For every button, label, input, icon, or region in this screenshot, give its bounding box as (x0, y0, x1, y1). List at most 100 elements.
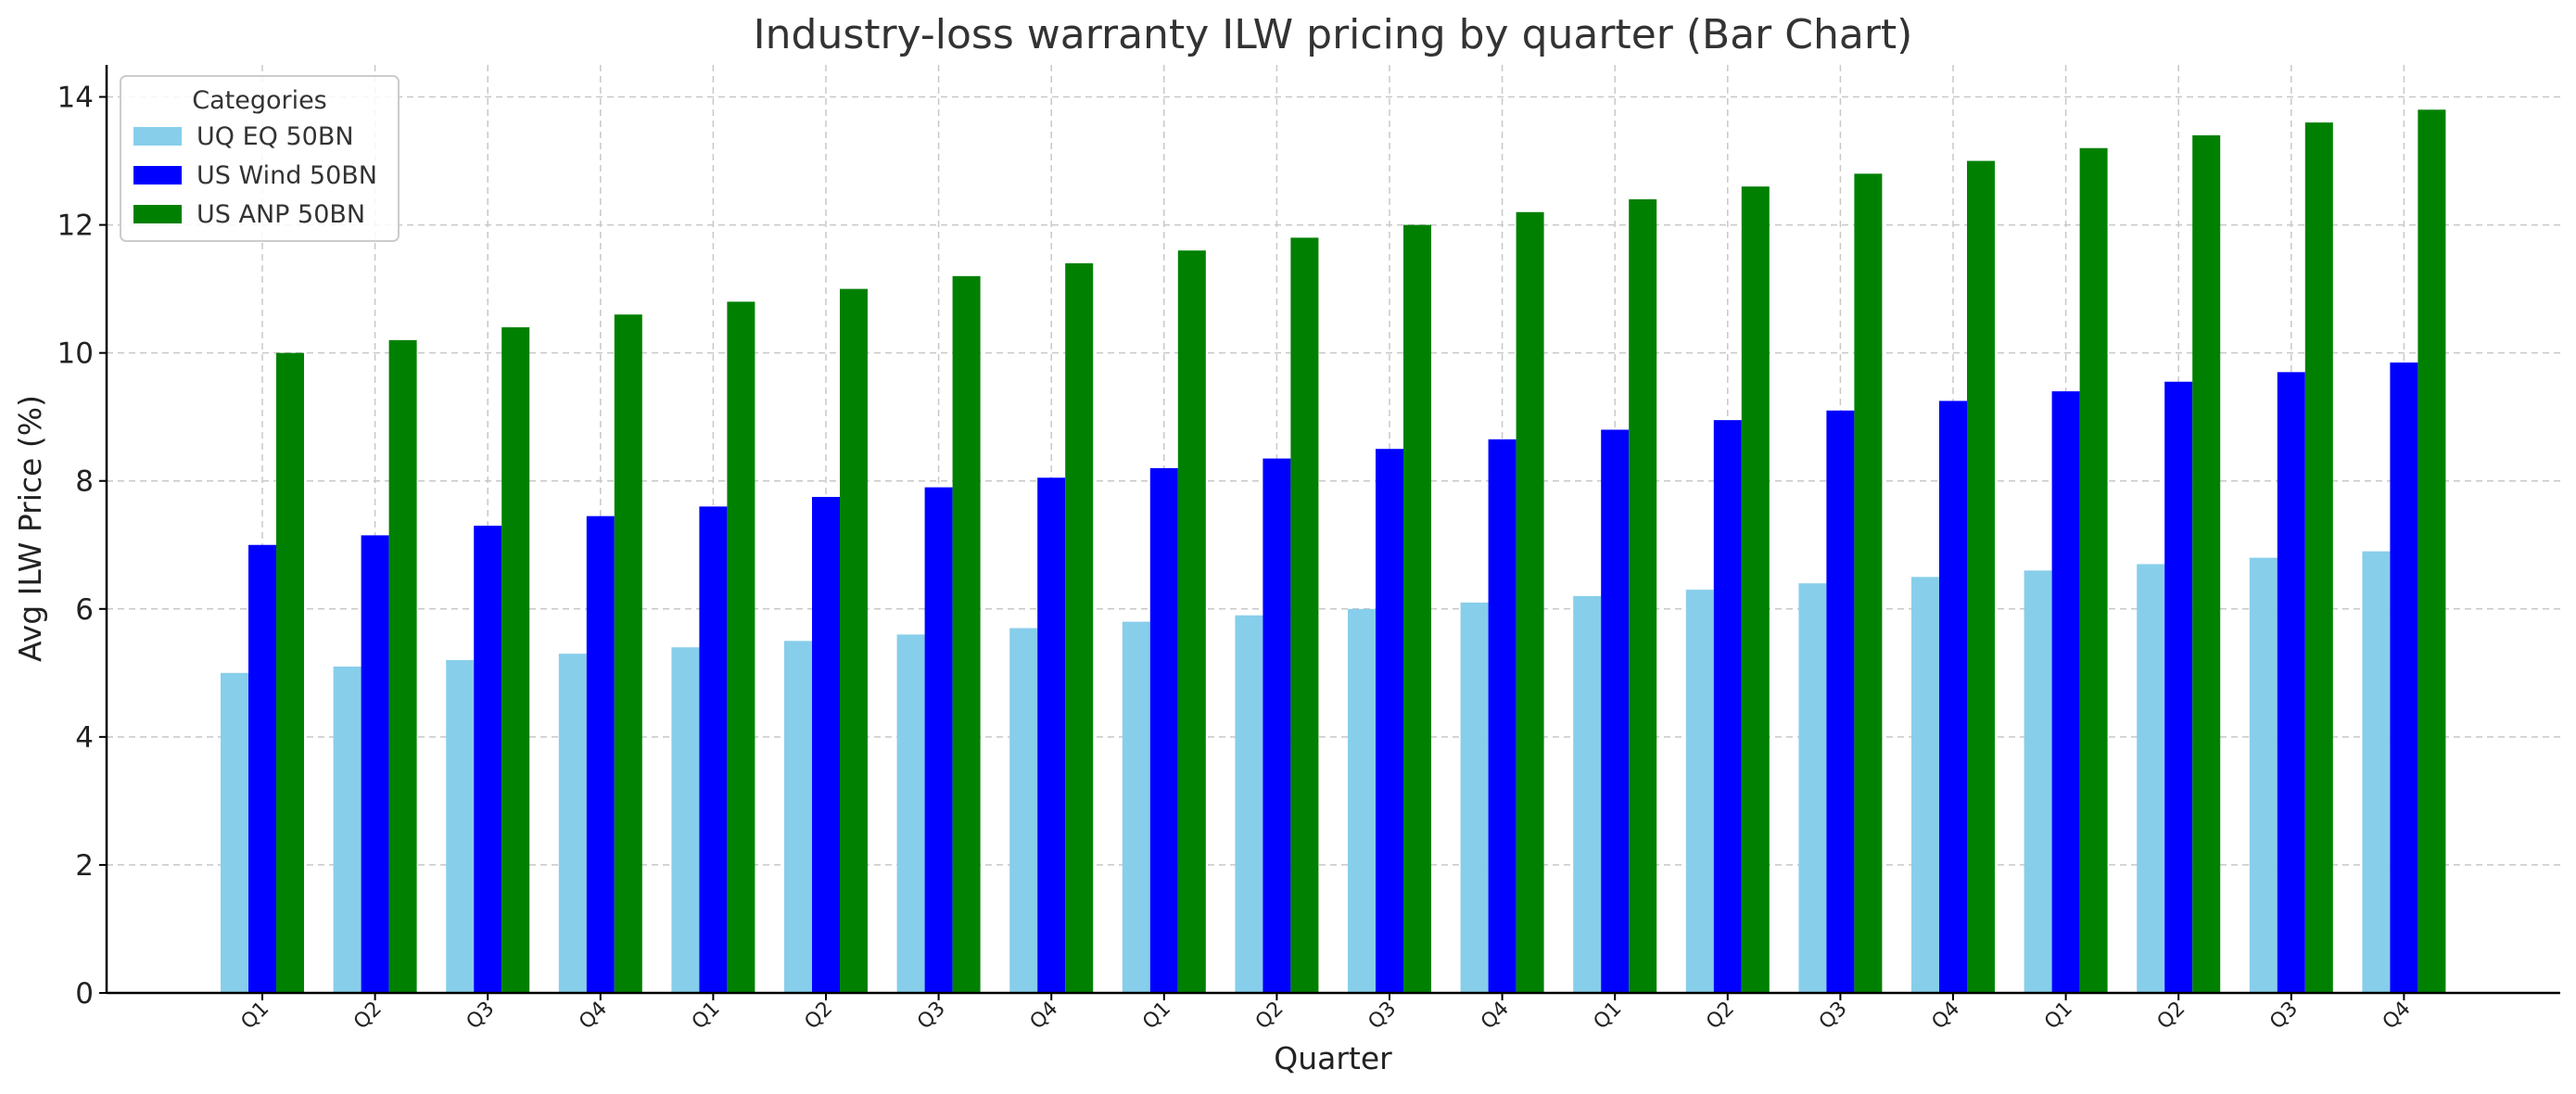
legend-label: UQ EQ 50BN (197, 122, 354, 151)
bar (952, 275, 981, 993)
x-tick-label: Q4 (575, 998, 612, 1035)
axes (105, 65, 2560, 995)
bar (1065, 263, 1094, 993)
legend-swatch (133, 166, 182, 184)
legend-swatch (133, 205, 182, 223)
bar (2024, 570, 2052, 993)
bar (1516, 211, 1544, 994)
bar (1798, 583, 1827, 993)
chart-title: Industry-loss warranty ILW pricing by qu… (754, 11, 1913, 58)
y-tick-label: 14 (57, 82, 94, 115)
bar (2362, 551, 2391, 993)
bar (2417, 109, 2446, 993)
y-tick-label: 10 (57, 337, 94, 371)
bar (1348, 608, 1376, 993)
x-tick-label: Q1 (236, 998, 273, 1035)
bar (248, 544, 276, 993)
bar (1403, 224, 1431, 994)
x-tick-label: Q4 (1026, 998, 1063, 1035)
bar (2249, 557, 2278, 993)
x-tick-label: Q2 (1251, 998, 1288, 1035)
bar (1911, 577, 1939, 993)
bar (2192, 134, 2221, 993)
x-tick-label: Q2 (800, 998, 837, 1035)
x-tick-label: Q1 (1590, 998, 1627, 1035)
bar (1967, 160, 1995, 993)
bar (1376, 449, 1403, 993)
bar (1741, 186, 1770, 993)
y-tick-label: 2 (75, 849, 94, 883)
legend-items: UQ EQ 50BN US Wind 50BN US ANP 50BN (133, 122, 377, 229)
x-tick-label: Q4 (1477, 998, 1514, 1035)
bar (501, 327, 530, 993)
y-axis-label: Avg ILW Price (%) (12, 395, 48, 662)
y-tick-label: 12 (57, 210, 94, 243)
x-tick-label: Q3 (1364, 998, 1401, 1035)
x-tick-label: Q1 (688, 998, 725, 1035)
x-tick-label: Q2 (1702, 998, 1739, 1035)
x-tick-label: Q3 (913, 998, 950, 1035)
bar (699, 506, 728, 993)
x-tick-label: Q1 (1138, 998, 1175, 1035)
bar (896, 634, 925, 993)
bar (1177, 250, 1206, 993)
legend-label: US Wind 50BN (197, 161, 377, 190)
bar (1235, 615, 1263, 993)
legend-swatch (133, 127, 182, 146)
bar (614, 314, 642, 993)
x-tick-label: Q3 (463, 998, 500, 1035)
bar (1685, 590, 1714, 993)
bar (2164, 381, 2193, 993)
legend-label: US ANP 50BN (197, 200, 365, 229)
bar (1826, 410, 1855, 993)
x-tick-labels: Q1 Q2 Q3 Q4 Q1 Q2 Q3 Q4 Q1 Q2 Q3 Q4 Q1 Q2 Q3 Q4 Q1 Q2 Q3 Q4 (236, 993, 2416, 1035)
bar (1149, 467, 1178, 993)
bar (1290, 237, 1319, 994)
bar (840, 288, 868, 993)
bar (558, 654, 587, 993)
bar (474, 526, 502, 993)
bar (812, 496, 840, 993)
x-tick-label: Q2 (349, 998, 387, 1035)
y-tick-label: 4 (75, 721, 94, 755)
x-axis-label: Quarter (1274, 1040, 1392, 1076)
x-tick-label: Q4 (2379, 998, 2416, 1035)
bar (2390, 363, 2418, 993)
x-tick-label: Q3 (1815, 998, 1852, 1035)
bar (2051, 391, 2080, 993)
bar (784, 641, 812, 993)
bar (727, 301, 755, 993)
bar (924, 487, 953, 993)
legend: Categories UQ EQ 50BN US Wind 50BN US ANP … (120, 75, 400, 242)
bar (1573, 595, 1602, 993)
bar (1488, 439, 1516, 994)
bar (2304, 122, 2333, 993)
bar (586, 515, 615, 993)
x-tick-label: Q2 (2153, 998, 2190, 1035)
bar (2277, 372, 2305, 994)
bar (1713, 420, 1742, 994)
bar (2079, 147, 2108, 994)
bar (1460, 602, 1489, 993)
x-tick-label: Q4 (1927, 998, 1964, 1035)
bar (1939, 401, 1967, 993)
bar (1037, 477, 1066, 993)
bar (333, 666, 362, 993)
legend-title: Categories (192, 86, 327, 115)
y-tick-labels: 0 2 4 6 8 10 12 14 (57, 82, 107, 1011)
x-tick-label: Q3 (2265, 998, 2303, 1035)
y-tick-label: 6 (75, 593, 94, 627)
x-tick-label: Q1 (2040, 998, 2077, 1035)
bar (1009, 628, 1038, 993)
bar (361, 535, 389, 993)
bar (2137, 564, 2165, 993)
bar (671, 647, 700, 993)
bar (276, 352, 304, 994)
y-tick-label: 8 (75, 465, 94, 499)
bar (446, 660, 475, 993)
bars (221, 109, 2446, 994)
bar (1601, 429, 1630, 993)
bar (388, 339, 417, 993)
bar (1263, 458, 1291, 993)
